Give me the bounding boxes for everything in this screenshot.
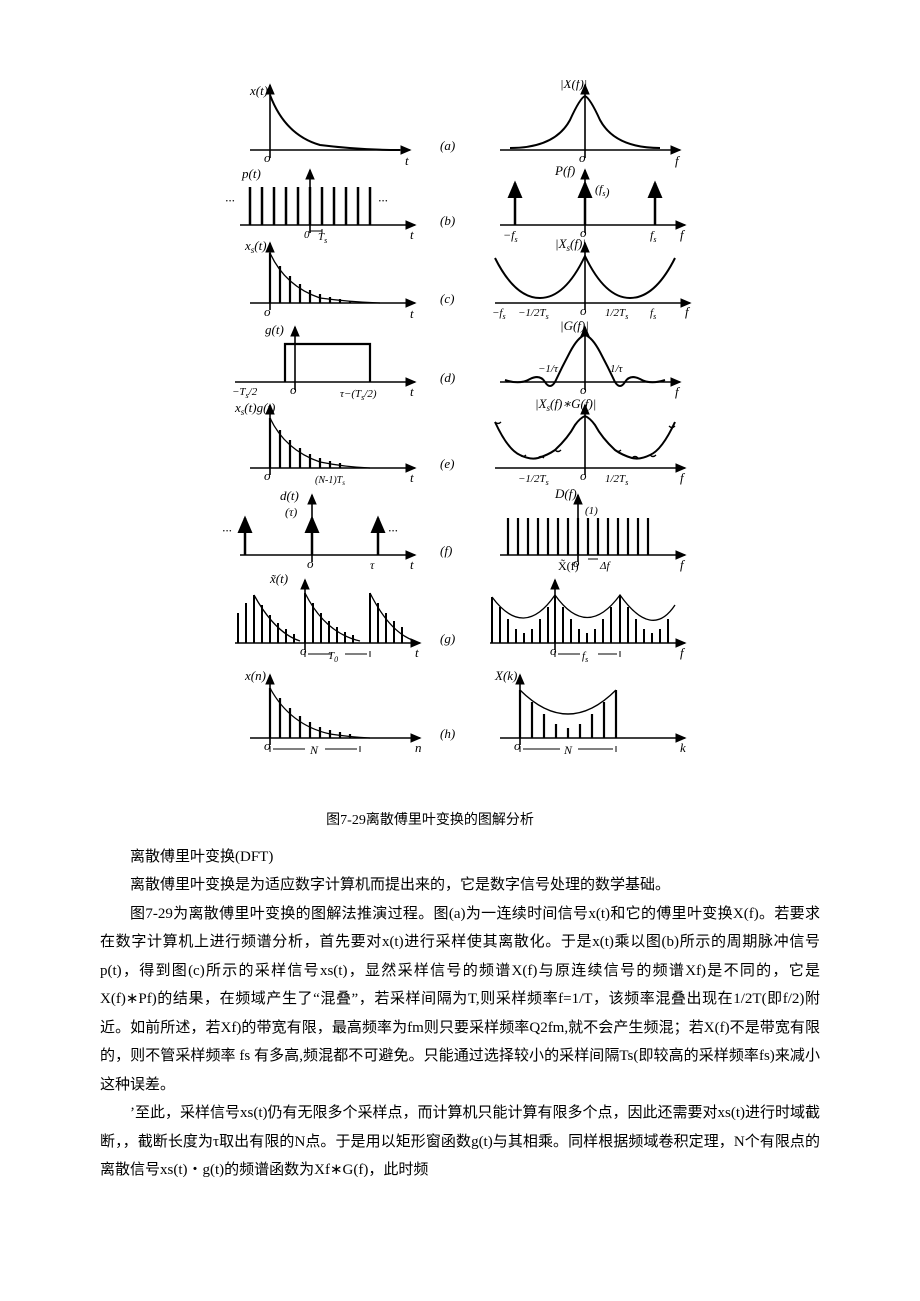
- paragraph-2: 图7-29为离散傅里叶变换的图解法推演过程。图(a)为一连续时间信号x(t)和它…: [100, 900, 820, 1100]
- svg-text:t: t: [405, 153, 409, 168]
- svg-text:f: f: [680, 557, 686, 572]
- svg-text:f: f: [680, 645, 686, 660]
- svg-text:(b): (b): [440, 213, 455, 228]
- svg-text:o: o: [579, 150, 586, 165]
- svg-text:−1/2Ts: −1/2Ts: [518, 473, 549, 487]
- svg-text:(f): (f): [440, 543, 452, 558]
- svg-text:T0: T0: [328, 650, 338, 664]
- svg-text:(c): (c): [440, 291, 454, 306]
- svg-text:t: t: [410, 557, 414, 572]
- svg-text:−fs: −fs: [492, 307, 506, 321]
- svg-text:x(n): x(n): [244, 668, 266, 683]
- svg-text:fs: fs: [650, 307, 656, 321]
- svg-text:1/2Ts: 1/2Ts: [605, 473, 628, 487]
- svg-text:o: o: [264, 468, 271, 483]
- svg-text:|G(f)|: |G(f)|: [560, 318, 589, 333]
- svg-text:o: o: [573, 555, 580, 570]
- svg-text:x̃(t): x̃(t): [269, 571, 288, 586]
- svg-text:fs: fs: [582, 650, 588, 664]
- svg-text:(g): (g): [440, 631, 455, 646]
- svg-text:o: o: [580, 468, 587, 483]
- svg-text:x(t): x(t): [249, 83, 268, 98]
- svg-text:(e): (e): [440, 456, 454, 471]
- svg-text:t: t: [410, 227, 414, 242]
- svg-text:k: k: [680, 740, 686, 755]
- svg-text:o: o: [264, 150, 271, 165]
- svg-text:|Xs(f)|: |Xs(f)|: [555, 236, 586, 253]
- svg-text:1/τ: 1/τ: [610, 363, 624, 375]
- figure-caption: 图7-29离散傅里叶变换的图解分析: [280, 808, 580, 835]
- svg-text:f: f: [680, 227, 686, 242]
- svg-text:t: t: [410, 306, 414, 321]
- svg-text:−1/τ: −1/τ: [538, 363, 559, 375]
- svg-text:o: o: [300, 643, 307, 658]
- svg-text:t: t: [410, 470, 414, 485]
- svg-text:···: ···: [222, 523, 232, 538]
- svg-text:···: ···: [378, 193, 388, 208]
- svg-text:t: t: [410, 384, 414, 399]
- svg-text:P(f): P(f): [554, 163, 575, 178]
- svg-text:o: o: [580, 303, 587, 318]
- svg-text:o: o: [580, 382, 587, 397]
- svg-text:Δf: Δf: [599, 560, 611, 572]
- svg-text:p(t): p(t): [241, 166, 261, 181]
- svg-text:D(f): D(f): [554, 486, 577, 501]
- svg-text:o: o: [550, 643, 557, 658]
- svg-text:0: 0: [304, 229, 310, 241]
- figure-7-29: x(t) o t (a) |X(f)| o f: [210, 80, 710, 800]
- paragraph-3: ’至此，采样信号xs(t)仍有无限多个采样点，而计算机只能计算有限多个点，因此还…: [100, 1099, 820, 1185]
- dft-diagram-svg: x(t) o t (a) |X(f)| o f: [210, 80, 710, 800]
- svg-text:f: f: [675, 153, 681, 168]
- svg-text:···: ···: [388, 523, 398, 538]
- svg-text:−1/2Ts: −1/2Ts: [518, 307, 549, 321]
- svg-text:g(t): g(t): [265, 322, 284, 337]
- svg-text:(τ): (τ): [285, 505, 297, 519]
- svg-text:d(t): d(t): [280, 488, 299, 503]
- svg-text:τ: τ: [370, 558, 375, 572]
- svg-text:fs: fs: [650, 228, 656, 244]
- svg-text:−fs: −fs: [503, 228, 518, 244]
- svg-text:···: ···: [225, 193, 235, 208]
- svg-text:f: f: [680, 470, 686, 485]
- paragraph-1: 离散傅里叶变换是为适应数字计算机而提出来的，它是数字信号处理的数学基础。: [100, 871, 820, 900]
- svg-text:o: o: [307, 556, 314, 571]
- svg-text:(fs): (fs): [595, 182, 609, 199]
- svg-text:|Xs(f)∗G(f)|: |Xs(f)∗G(f)|: [535, 396, 596, 413]
- svg-text:n: n: [415, 740, 422, 755]
- svg-text:N: N: [309, 743, 319, 757]
- svg-text:o: o: [264, 304, 271, 319]
- svg-text:−Ts/2: −Ts/2: [232, 386, 258, 400]
- svg-text:(h): (h): [440, 726, 455, 741]
- svg-text:f: f: [675, 384, 681, 399]
- svg-text:X(k): X(k): [494, 668, 517, 683]
- svg-text:t: t: [415, 645, 419, 660]
- svg-text:|X(f)|: |X(f)|: [560, 80, 587, 91]
- svg-text:N: N: [563, 743, 573, 757]
- svg-text:Ts: Ts: [318, 231, 327, 245]
- svg-text:o: o: [290, 382, 297, 397]
- svg-text:(d): (d): [440, 370, 455, 385]
- svg-text:(a): (a): [440, 138, 455, 153]
- svg-text:xs(t): xs(t): [244, 238, 267, 255]
- svg-text:xs(t)g(t): xs(t)g(t): [234, 400, 275, 417]
- svg-text:f: f: [685, 304, 691, 319]
- section-subtitle: 离散傅里叶变换(DFT): [100, 843, 820, 872]
- svg-text:(1): (1): [585, 505, 598, 517]
- svg-text:(N-1)Ts: (N-1)Ts: [315, 475, 345, 487]
- svg-text:1/2Ts: 1/2Ts: [605, 307, 628, 321]
- svg-text:τ−(Ts/2): τ−(Ts/2): [340, 388, 377, 402]
